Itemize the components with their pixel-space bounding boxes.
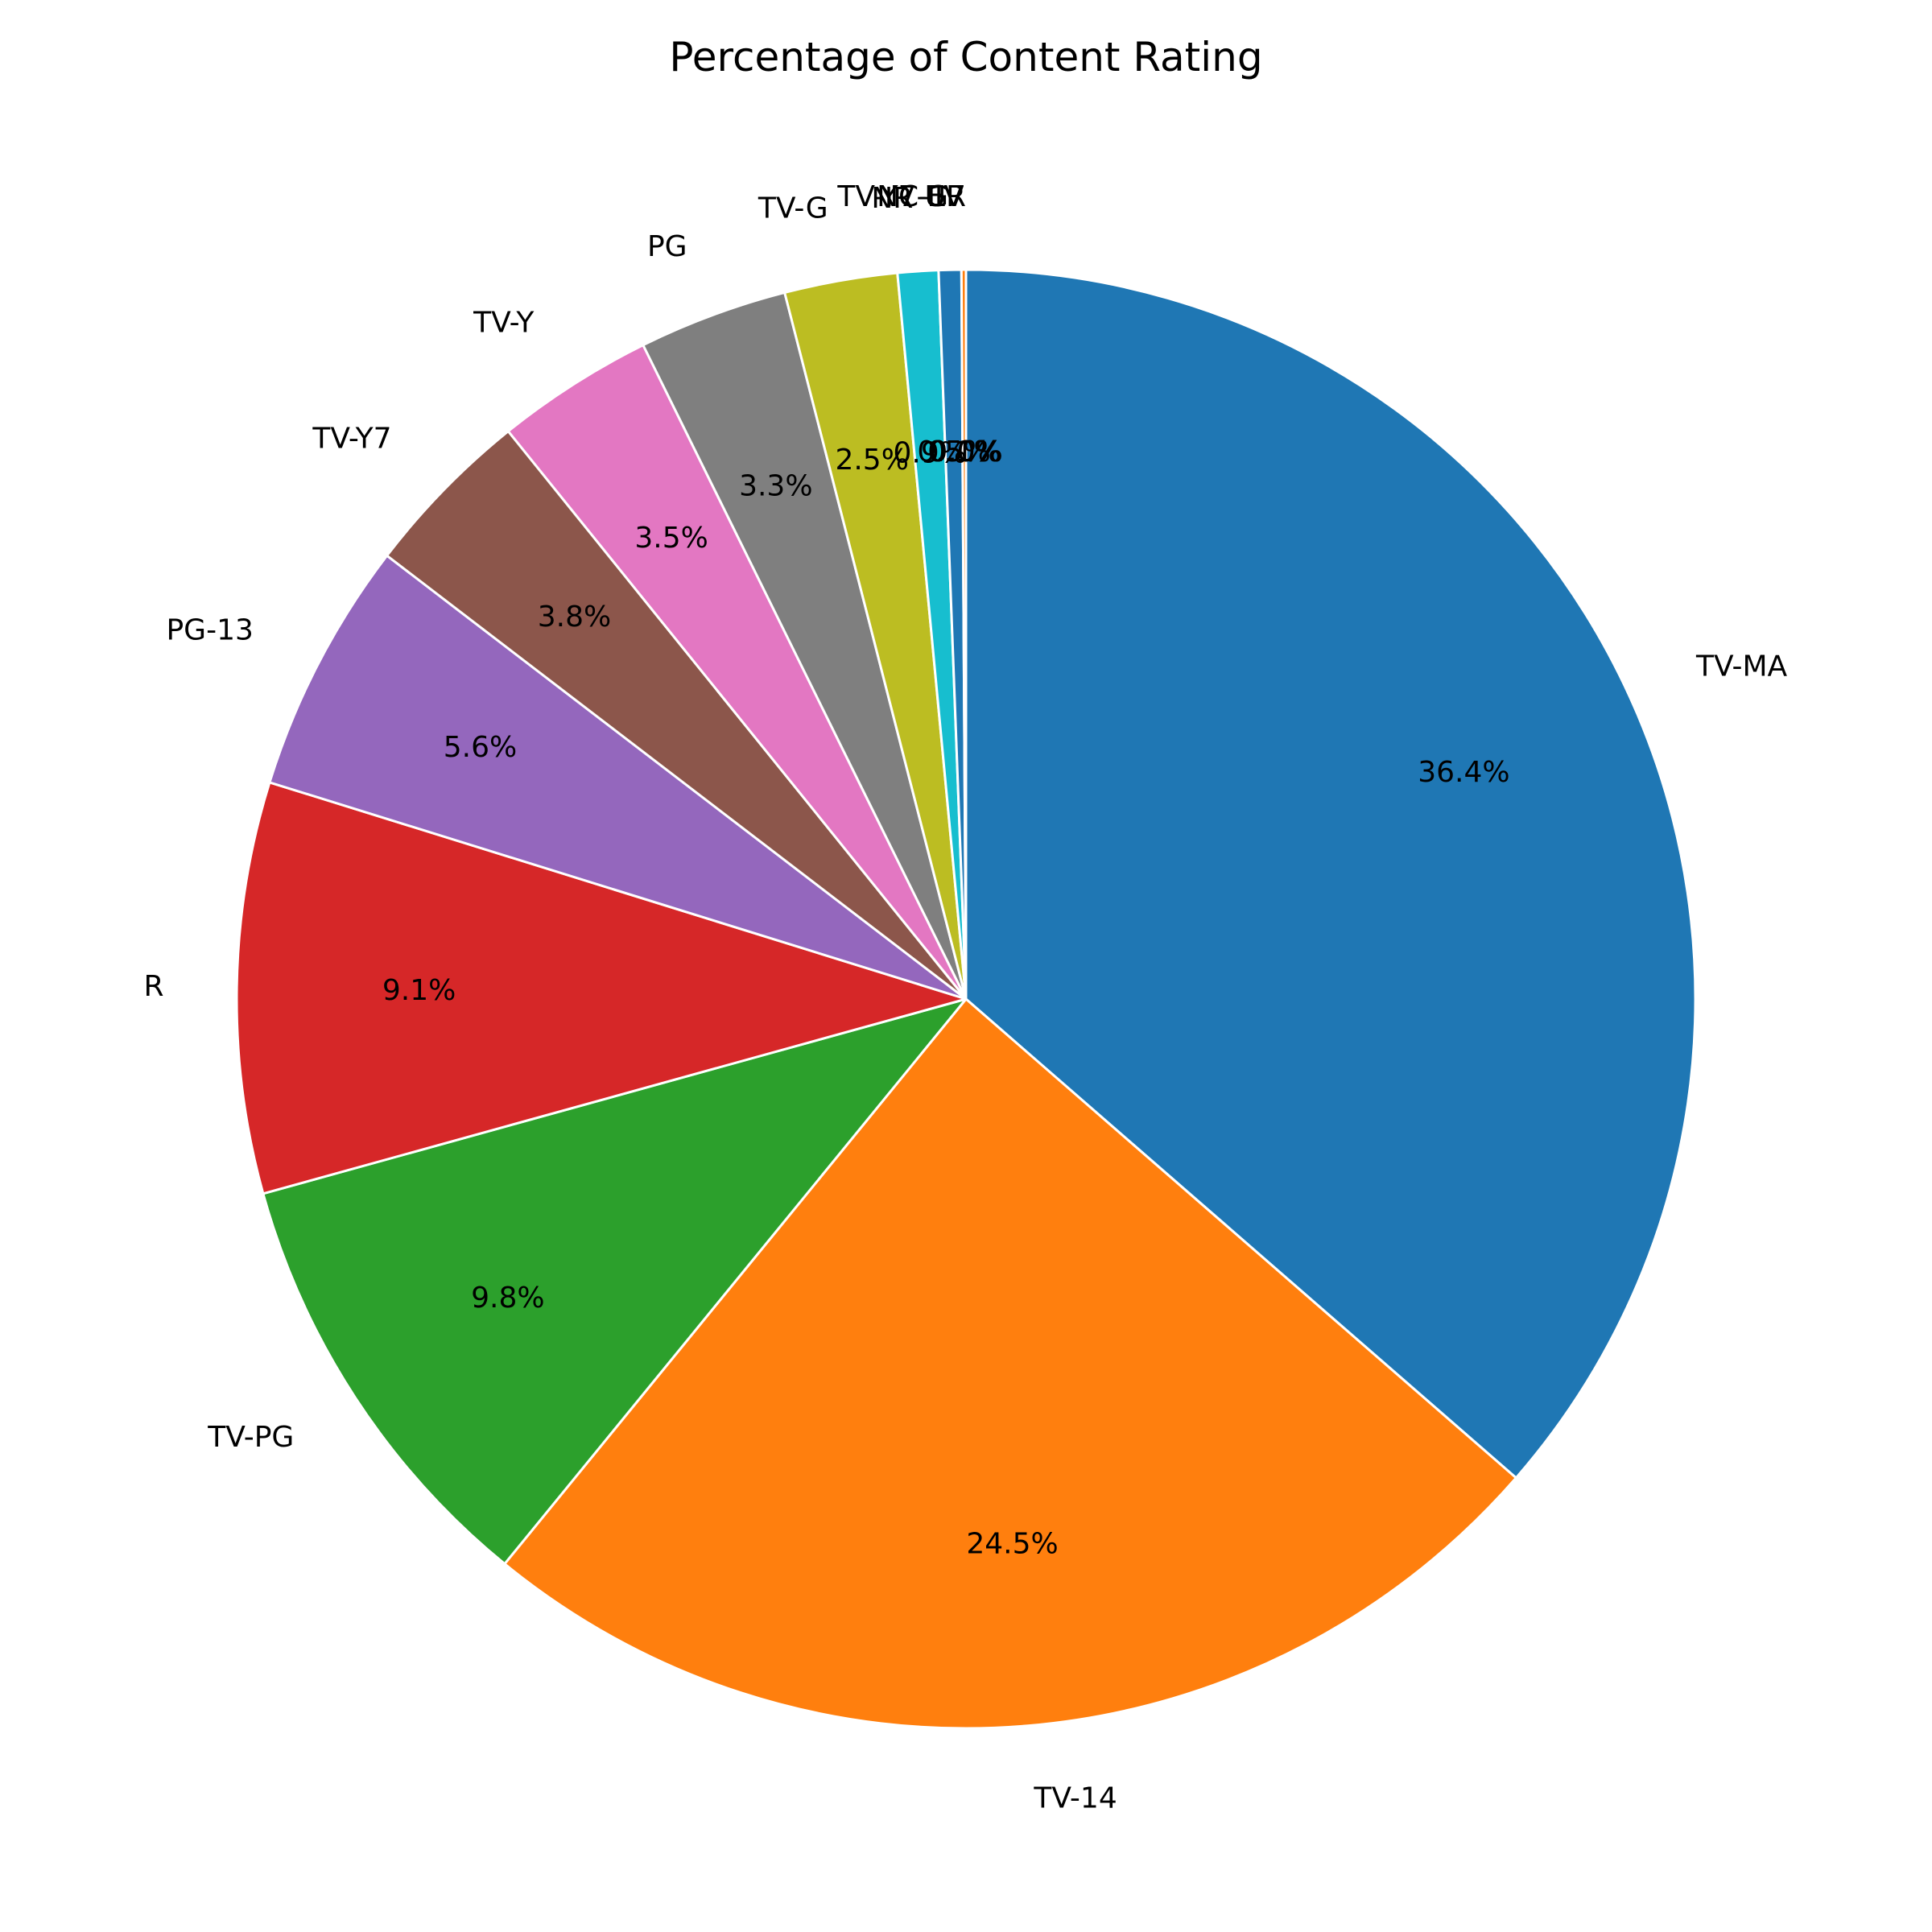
slice-label-tv-y7: TV-Y7 — [312, 423, 391, 456]
pct-label-tv-ma: 36.4% — [1418, 756, 1509, 789]
pct-label-tv-y7: 3.8% — [538, 601, 611, 634]
slice-label-tv-y7-fv: TV-Y7-FV — [836, 180, 964, 213]
slice-label-tv-ma: TV-MA — [1695, 650, 1788, 683]
slice-label-tv-pg: TV-PG — [207, 1421, 294, 1454]
chart-title: Percentage of Content Rating — [669, 34, 1262, 80]
pie-slice-tv-14 — [503, 997, 1517, 1730]
pie-slice-r — [235, 781, 968, 1195]
pct-label-tv-g: 2.5% — [835, 444, 908, 477]
pct-label-nc-17: 0.0% — [929, 436, 1002, 469]
pct-label-g: 0.5% — [917, 436, 990, 469]
pie-labels: TV-MA 36.4% TV-14 24.5% TV-PG 9.8% R 9.1% PG-13 5… — [144, 180, 1788, 1815]
pie-slices — [235, 268, 1697, 1730]
slice-label-r: R — [144, 970, 164, 1003]
slice-label-tv-14: TV-14 — [1033, 1782, 1117, 1815]
slice-label-tv-y: TV-Y — [473, 307, 535, 340]
pct-label-ur: 0.0% — [929, 436, 1002, 469]
pie-slice-tv-y7 — [386, 430, 968, 1001]
slice-label-pg: PG — [647, 230, 687, 263]
pct-label-r: 9.1% — [382, 974, 456, 1007]
pct-label-nr: 0.9% — [893, 436, 966, 469]
pct-label-tv-y: 3.5% — [634, 522, 708, 555]
pct-label-pg-13: 5.6% — [444, 731, 517, 764]
pct-label-tv-pg: 9.8% — [471, 1282, 544, 1315]
pie-slice-tv-pg — [262, 997, 968, 1566]
slice-label-tv-g: TV-G — [758, 192, 828, 225]
pie-slice-tv-y7-fv — [960, 268, 968, 1001]
slice-label-nc-17: NC-17 — [877, 180, 966, 213]
slice-label-ur: UR — [925, 180, 966, 213]
slice-label-pg-13: PG-13 — [166, 613, 253, 646]
pct-label-pg: 3.3% — [739, 469, 812, 502]
pct-label-tv-y7-fv: 0.1% — [927, 436, 1001, 469]
pie-slice-tv-ma — [964, 268, 1697, 1480]
slice-label-g: G — [926, 180, 948, 213]
pie-slice-pg-13 — [268, 554, 968, 1001]
slice-label-nr: NR — [871, 182, 913, 215]
pct-label-tv-14: 24.5% — [966, 1528, 1058, 1561]
